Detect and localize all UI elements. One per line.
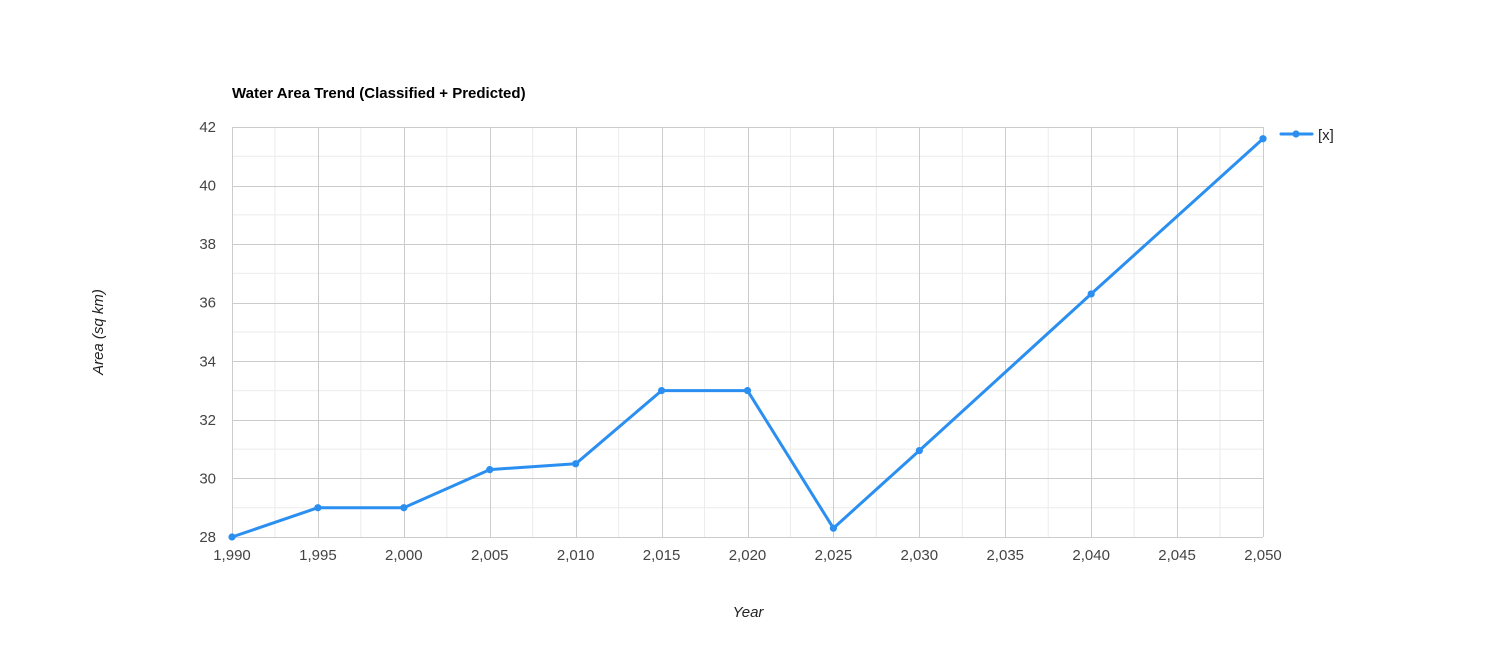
chart-title: Water Area Trend (Classified + Predicted…	[232, 85, 526, 102]
data-point[interactable]	[486, 466, 494, 474]
x-tick-label: 2,000	[385, 547, 423, 564]
y-tick-label: 28	[199, 529, 216, 546]
data-point[interactable]	[572, 460, 580, 468]
y-axis-title: Area (sq km)	[90, 289, 107, 376]
x-axis-tick-labels: 1,990 1,995 2,000 2,005 2,010 2,015 2,020 2,025…	[213, 547, 1282, 564]
data-point[interactable]	[915, 447, 923, 455]
x-tick-label: 2,020	[729, 547, 767, 564]
y-tick-label: 38	[199, 236, 216, 253]
data-point[interactable]	[1259, 135, 1267, 143]
legend[interactable]: [x]	[1279, 127, 1334, 144]
y-tick-label: 36	[199, 295, 216, 312]
data-point[interactable]	[314, 504, 322, 512]
y-axis-tick-labels: 28 30 32 34 36 38 40 42	[199, 119, 216, 546]
y-tick-label: 30	[199, 470, 216, 487]
series-layer	[228, 135, 1267, 541]
y-tick-label: 34	[199, 353, 216, 370]
data-point[interactable]	[743, 386, 752, 395]
data-point[interactable]	[228, 533, 236, 541]
x-tick-label: 2,035	[986, 547, 1024, 564]
x-tick-label: 1,990	[213, 547, 251, 564]
major-gridlines	[232, 127, 1264, 538]
x-tick-label: 2,030	[901, 547, 939, 564]
legend-label: [x]	[1318, 127, 1334, 144]
data-point[interactable]	[829, 524, 838, 532]
legend-marker	[1292, 130, 1300, 138]
x-tick-label: 1,995	[299, 547, 337, 564]
x-tick-label: 2,005	[471, 547, 509, 564]
data-point[interactable]	[1087, 290, 1095, 298]
x-tick-label: 2,045	[1158, 547, 1196, 564]
x-axis-title: Year	[733, 604, 765, 621]
x-tick-label: 2,010	[557, 547, 595, 564]
x-tick-label: 2,015	[643, 547, 681, 564]
x-tick-label: 2,040	[1072, 547, 1110, 564]
x-tick-label: 2,050	[1244, 547, 1282, 564]
x-tick-label: 2,025	[815, 547, 853, 564]
y-tick-label: 40	[199, 178, 216, 195]
data-point[interactable]	[657, 386, 666, 395]
y-tick-label: 42	[199, 119, 216, 136]
data-point[interactable]	[400, 504, 408, 512]
y-tick-label: 32	[199, 412, 216, 429]
